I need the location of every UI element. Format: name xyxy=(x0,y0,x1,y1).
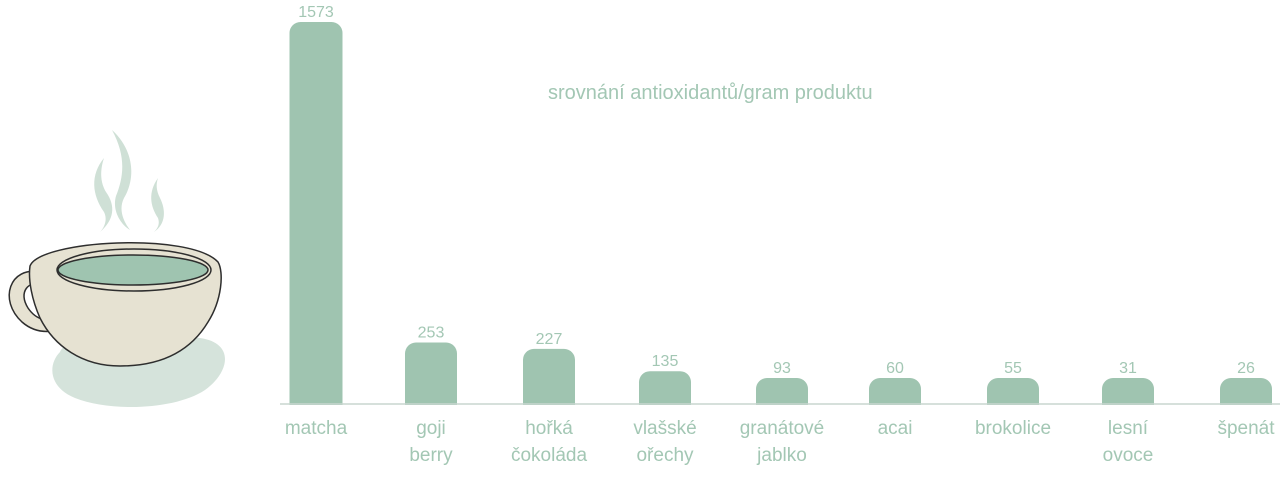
bar xyxy=(639,371,691,416)
category-label: goji xyxy=(416,418,446,439)
bar xyxy=(523,348,575,416)
tea-surface xyxy=(57,254,209,286)
bar-value-label: 26 xyxy=(1237,360,1255,377)
bar-value-label: 253 xyxy=(418,325,445,342)
bar-value-label: 135 xyxy=(652,353,679,370)
steam-right xyxy=(151,178,164,232)
chart-title: srovnání antioxidantů/gram produktu xyxy=(548,82,873,104)
bar-value-label: 1573 xyxy=(298,4,334,21)
baseline-mask xyxy=(280,405,1280,419)
bar-value-label: 227 xyxy=(536,331,563,348)
category-label: ořechy xyxy=(636,445,694,466)
tea-cup-icon xyxy=(8,130,225,408)
bar xyxy=(289,22,343,416)
steam-left xyxy=(94,158,113,232)
category-label: granátové xyxy=(740,418,825,439)
bar xyxy=(405,342,457,416)
category-label: brokolice xyxy=(975,418,1051,439)
category-label: lesní xyxy=(1108,418,1149,439)
bar-value-label: 31 xyxy=(1119,360,1137,377)
category-label: acai xyxy=(878,418,913,439)
category-label: matcha xyxy=(285,418,348,439)
bar-value-label: 60 xyxy=(886,360,904,377)
category-label: hořká xyxy=(525,418,573,439)
category-label: jablko xyxy=(756,445,807,466)
bar-value-label: 55 xyxy=(1004,360,1022,377)
steam-middle xyxy=(112,130,132,230)
bar-value-label: 93 xyxy=(773,360,791,377)
category-label: berry xyxy=(409,445,453,466)
category-label: špenát xyxy=(1217,418,1275,439)
category-label: vlašské xyxy=(633,418,696,439)
category-label: ovoce xyxy=(1103,445,1154,466)
category-label: čokoláda xyxy=(511,445,587,466)
